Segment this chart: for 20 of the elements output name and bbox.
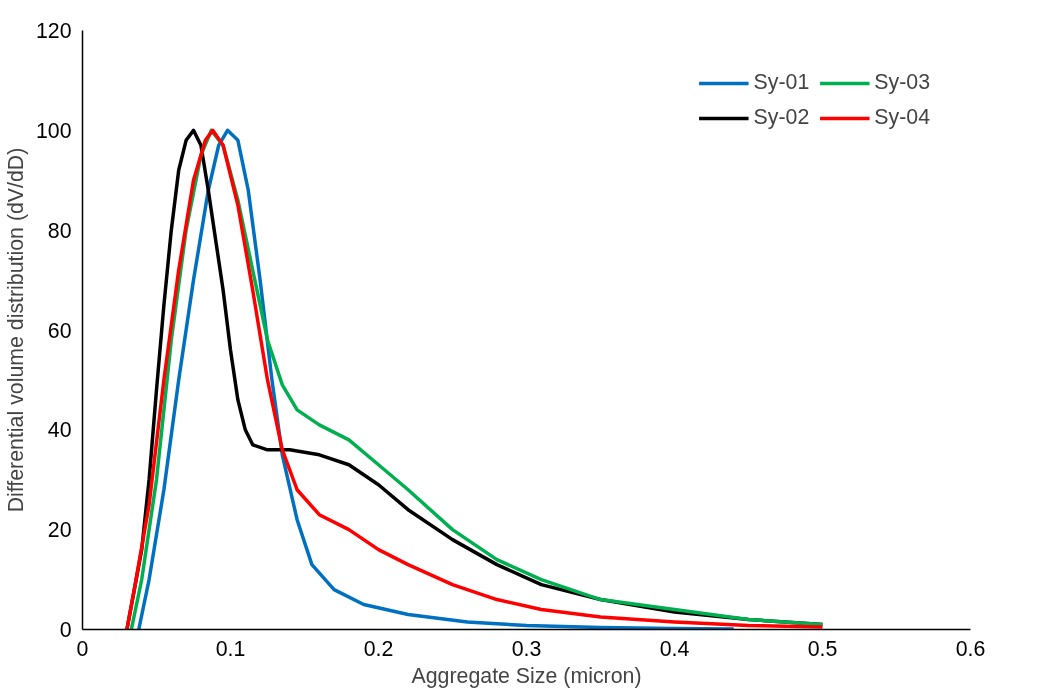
- x-tick-label: 0.5: [807, 636, 838, 661]
- y-tick-label: 0: [59, 618, 72, 642]
- y-tick-label: 60: [47, 318, 72, 343]
- x-tick-label: 0.4: [659, 636, 690, 661]
- legend-label: Sy-04: [874, 105, 930, 130]
- y-tick-label: 20: [47, 518, 72, 543]
- legend-label: Sy-02: [753, 105, 810, 130]
- x-tick-label: 0.2: [363, 636, 394, 661]
- y-axis-title: Differential volume distribution (dV/dD): [3, 147, 28, 513]
- legend-label: Sy-01: [753, 70, 810, 95]
- x-tick-label: 0.3: [511, 636, 542, 661]
- legend-label: Sy-03: [874, 70, 930, 95]
- y-tick-label: 80: [47, 218, 72, 243]
- x-tick-label: 0.6: [955, 636, 986, 661]
- x-tick-label: 0.1: [215, 636, 246, 661]
- y-tick-label: 40: [47, 418, 72, 443]
- x-tick-label: 0: [76, 636, 89, 661]
- x-axis-title: Aggregate Size (micron): [411, 663, 642, 688]
- y-tick-label: 100: [35, 118, 72, 143]
- y-tick-label: 120: [35, 19, 72, 43]
